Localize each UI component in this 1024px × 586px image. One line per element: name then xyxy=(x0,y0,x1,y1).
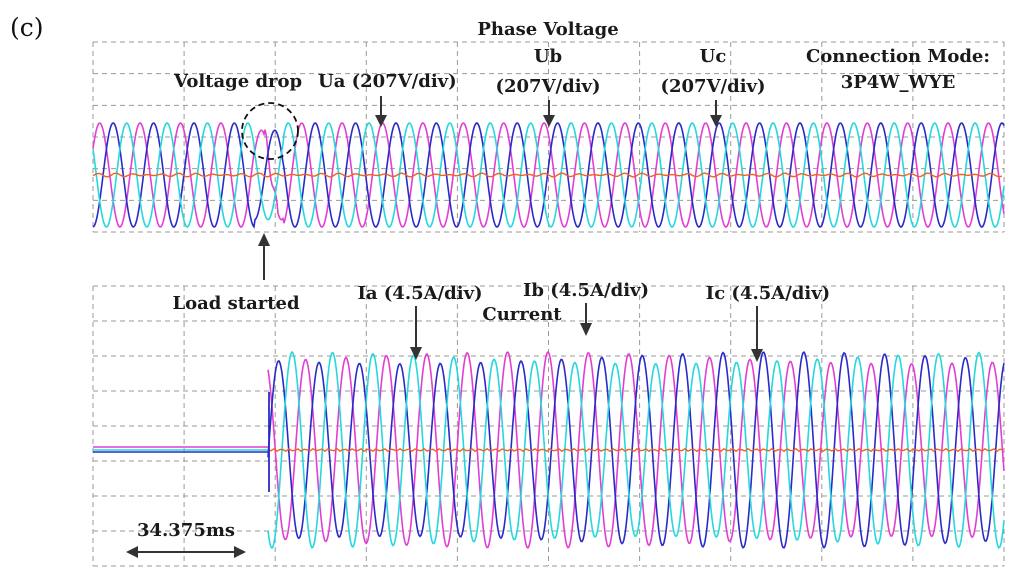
voltage-trace-uc xyxy=(92,122,1005,228)
ia-label: Ia (4.5A/div) xyxy=(357,283,482,304)
arrow-ub xyxy=(543,100,555,127)
ub-scale-label: (207V/div) xyxy=(495,76,600,97)
current-panel-title: Current xyxy=(482,304,562,325)
current-trace-ic xyxy=(267,350,1005,550)
connection-mode-line2: 3P4W_WYE xyxy=(841,72,956,93)
arrow-ic xyxy=(751,306,763,362)
arrow-ia xyxy=(410,306,422,360)
voltage-drop-marker xyxy=(241,102,299,160)
arrow-uc xyxy=(710,100,722,127)
voltage-neutral-trace xyxy=(92,172,1003,178)
current-trace-ia xyxy=(267,350,1005,550)
arrow-load-started xyxy=(258,233,270,280)
uc-scale-label: (207V/div) xyxy=(660,76,765,97)
connection-mode-line1: Connection Mode: xyxy=(806,46,990,67)
current-trace-ib xyxy=(267,351,1005,549)
ua-label: Ua (207V/div) xyxy=(318,71,457,92)
annotations: (c) Phase Voltage Connection Mode: 3P4W_… xyxy=(10,13,990,558)
waveform-traces xyxy=(92,122,1005,550)
ub-name-label: Ub xyxy=(534,46,562,67)
arrow-ib xyxy=(580,303,592,336)
voltage-trace-ua xyxy=(92,122,1005,228)
ic-label: Ic (4.5A/div) xyxy=(706,283,830,304)
panel-label: (c) xyxy=(10,13,44,42)
time-scale-label: 34.375ms xyxy=(137,520,235,541)
current-neutral-trace xyxy=(267,447,1004,453)
voltage-trace-ub xyxy=(92,122,1005,229)
voltage-panel-title: Phase Voltage xyxy=(477,19,618,40)
ib-label: Ib (4.5A/div) xyxy=(523,280,649,301)
load-started-label: Load started xyxy=(172,293,300,314)
voltage-drop-label: Voltage drop xyxy=(173,71,302,92)
voltage-grid xyxy=(92,41,1005,233)
arrow-ua xyxy=(375,96,387,127)
uc-name-label: Uc xyxy=(700,46,727,67)
time-scale-arrow xyxy=(126,546,246,558)
